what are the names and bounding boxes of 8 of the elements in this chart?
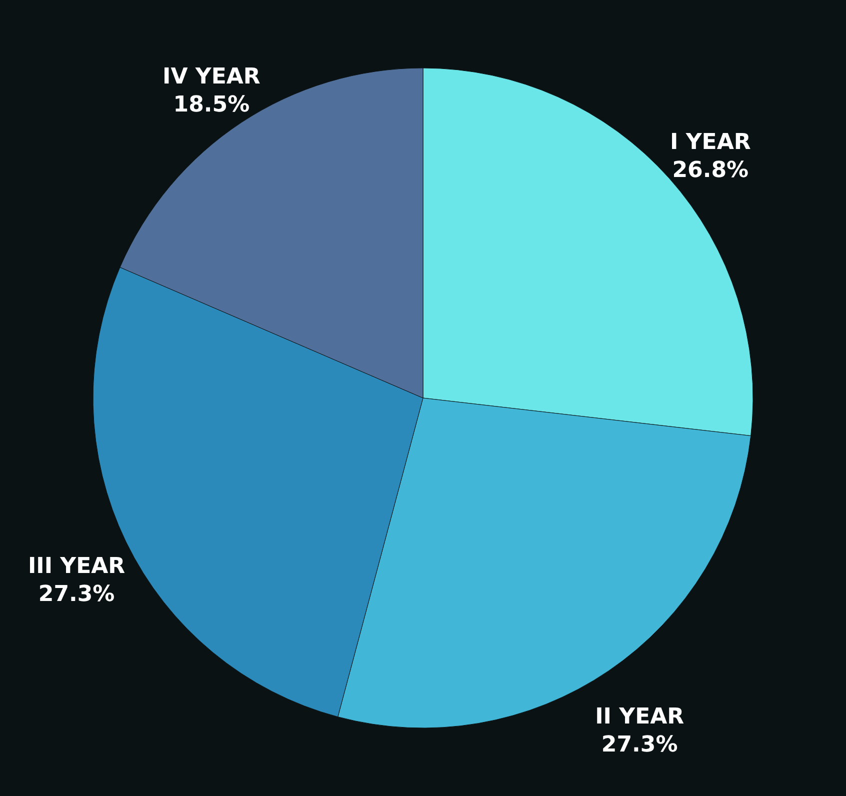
data-label: 27.3% [601, 732, 678, 758]
slice-label: III YEAR [28, 554, 126, 579]
slice-label: I YEAR [670, 130, 751, 155]
slice-label: II YEAR [595, 704, 684, 730]
data-label: 18.5% [173, 92, 250, 118]
data-label: 27.3% [38, 582, 115, 607]
slice-label: IV YEAR [162, 64, 260, 90]
data-label: 26.8% [672, 158, 749, 183]
